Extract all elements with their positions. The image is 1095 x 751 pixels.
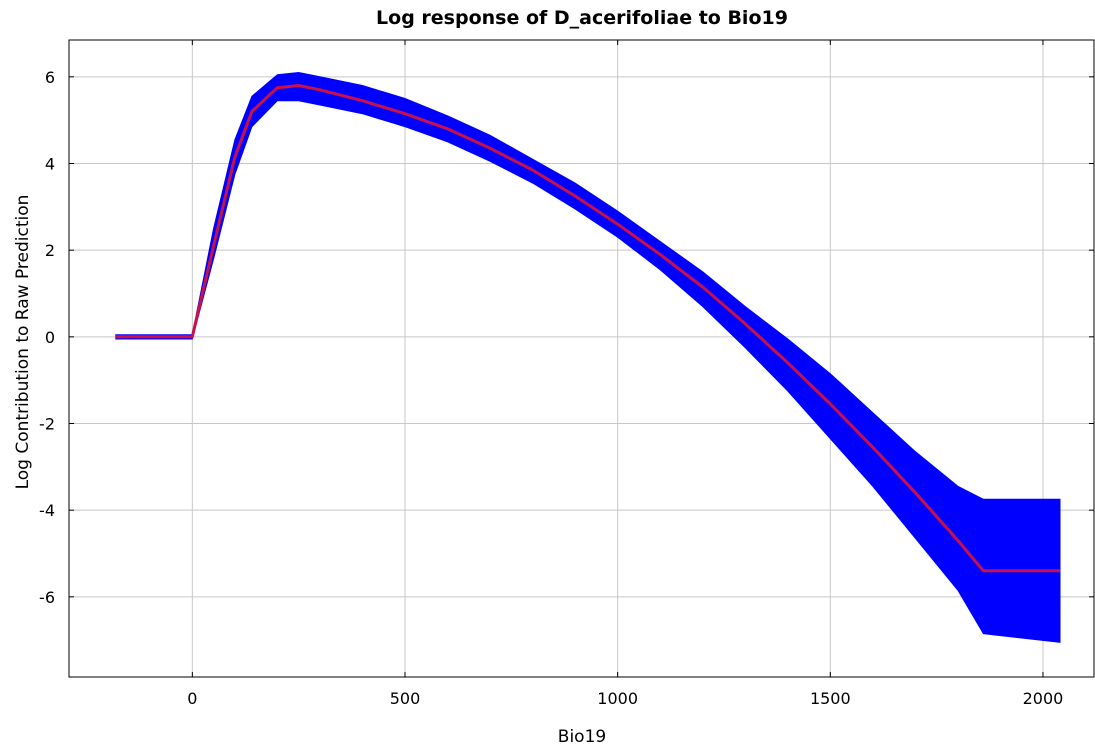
y-tick-label: -4: [39, 501, 55, 520]
plot-area: [115, 71, 1061, 643]
y-tick-label: 4: [45, 155, 55, 174]
plot-frame: [68, 39, 1095, 678]
y-tick-label: 2: [45, 241, 55, 260]
x-tick-label: 2000: [1023, 689, 1064, 708]
x-axis-label: Bio19: [558, 727, 606, 747]
x-tick-label: 0: [187, 689, 197, 708]
y-tick-label: 0: [45, 328, 55, 347]
y-tick-label: -2: [39, 415, 55, 434]
x-tick-label: 500: [390, 689, 421, 708]
x-tick-label: 1000: [597, 689, 638, 708]
axis-ticks: 0 500 1000 1500 2000 -6 -4 -2 0 2 4 6: [39, 40, 1094, 708]
y-tick-label: 6: [45, 68, 55, 87]
y-tick-label: -6: [39, 588, 55, 607]
chart-title: Log response of D_acerifoliae to Bio19: [376, 7, 788, 29]
confidence-band: [115, 71, 1061, 643]
y-axis-label: Log Contribution to Raw Prediction: [13, 195, 33, 490]
mean-response-line: [115, 84, 1060, 573]
grid-lines: [69, 40, 1094, 677]
x-tick-label: 1500: [810, 689, 851, 708]
